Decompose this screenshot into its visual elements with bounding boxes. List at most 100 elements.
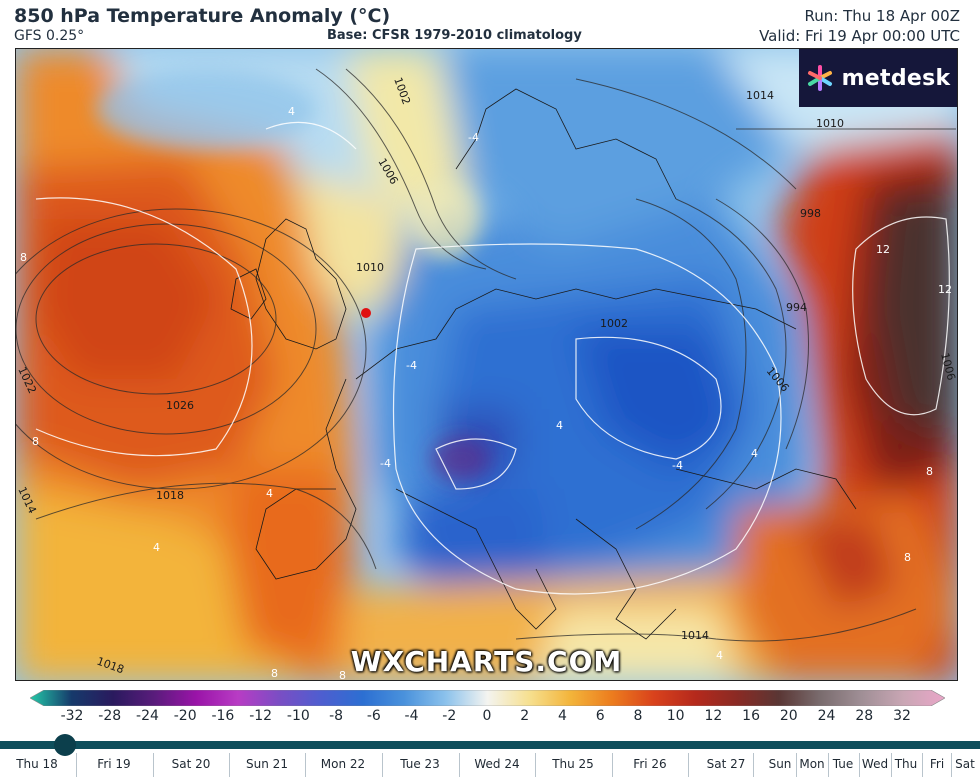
color-scale-tick-label: 12 [704,708,723,724]
isobar-label: 1010 [356,261,384,274]
timeline-divider [152,753,154,777]
color-scale-tick-label: -2 [442,708,457,724]
timeline-day-label[interactable]: Sat 20 [171,757,211,771]
anomaly-label: 8 [926,465,933,478]
anomaly-label: -4 [380,457,391,470]
color-scale-tick-label: 20 [779,708,798,724]
chart-title: 850 hPa Temperature Anomaly (°C) [14,5,391,27]
anomaly-map[interactable]: 1002 1006 1010 1014 998 994 1006 1022 10… [15,48,958,681]
anomaly-label-group: 8 4 -4 -4 4 12 12 8 8 4 -4 -4 4 4 8 8 8 … [20,105,952,681]
color-scale-tick-label: 2 [520,708,530,724]
timeline-divider [859,753,860,777]
color-scale-tick-label: -10 [286,708,310,724]
timeline-divider [827,753,829,777]
brand-badge: metdesk [799,49,957,107]
timeline-divider [75,753,77,777]
timeline-divider [305,753,306,777]
timeline-divider [753,753,754,777]
timeline-divider [688,753,689,777]
anomaly-label: 4 [751,447,758,460]
color-scale-tick-label: 4 [557,708,567,724]
color-scale-tick-label: 28 [855,708,874,724]
isobar-lines [16,68,956,642]
color-scale-tick-label: -32 [60,708,84,724]
model-label: GFS 0.25° [14,28,85,44]
timeline-day-label[interactable]: Thu [894,757,918,771]
anomaly-label: 4 [266,487,273,500]
timeline-divider [535,753,536,777]
metdesk-logo-icon [807,65,832,91]
color-scale-tick-label: 0 [482,708,492,724]
timeline-divider [381,753,383,777]
timeline-day-label[interactable]: Mon 22 [320,757,366,771]
isobar-label: 1002 [600,317,628,330]
anomaly-label: 4 [153,541,160,554]
timeline-day-label[interactable]: Fri 19 [97,757,131,771]
map-canvas: 1002 1006 1010 1014 998 994 1006 1022 10… [16,49,957,681]
anomaly-label: 4 [716,649,723,662]
color-scale-tick-label: -20 [173,708,197,724]
color-scale-tick-label: 8 [633,708,643,724]
color-scale-bar [30,690,945,706]
anomaly-label: -4 [468,131,479,144]
timeline-day-label[interactable]: Mon [799,757,825,771]
timeline-day-label[interactable]: Sat [955,757,975,771]
anomaly-label: 8 [339,669,346,681]
timeline-divider [229,753,230,777]
isobar-label: 998 [800,207,821,220]
timeline-divider [458,753,460,777]
timeline-day-label[interactable]: Fri [929,757,945,771]
anomaly-label: 4 [556,419,563,432]
color-scale-gradient [30,690,945,706]
anomaly-contours [35,121,950,595]
color-scale-tick-label: -6 [366,708,381,724]
isobar-label: 1018 [156,489,184,502]
timeline-day-label[interactable]: Sat 27 [706,757,746,771]
color-scale-tick-label: 24 [817,708,836,724]
timeline-day-label[interactable]: Tue [832,757,854,771]
timeline-day-label[interactable]: Thu 18 [16,757,58,771]
timeline-divider [611,753,613,777]
forecast-timeline-track[interactable] [0,741,980,749]
isobar-label: 1010 [816,117,844,130]
isobar-label: 1026 [166,399,194,412]
timeline-day-label[interactable]: Fri 26 [633,757,667,771]
color-scale-tick-label: -28 [98,708,122,724]
timeline-slider-handle[interactable] [53,734,76,756]
anomaly-label: -4 [672,459,683,472]
timeline-day-label[interactable]: Thu 25 [552,757,594,771]
timeline-day-label[interactable]: Wed [861,757,889,771]
color-scale-tick-label: 32 [893,708,911,724]
anomaly-label: 8 [20,251,27,264]
timeline-day-label[interactable]: Sun [768,757,792,771]
timeline-divider [890,753,892,777]
brand-name: metdesk [841,65,951,91]
isobar-label: 1014 [746,89,774,102]
anomaly-label: 4 [288,105,295,118]
isobar-label: 1014 [681,629,709,642]
valid-time-label: Valid: Fri 19 Apr 00:00 UTC [759,27,960,45]
color-scale-ticks: -32 -28 -24 -20 -16 -12 -10 -8 -6 -4 -2 0 2 4 6 8 10 12 16… [0,708,980,728]
color-scale-tick-label: 10 [666,708,685,724]
color-scale-tick-label: -12 [249,708,273,724]
timeline-day-label[interactable]: Wed 24 [474,757,520,771]
anomaly-label: 12 [876,243,890,256]
isobar-label: 994 [786,301,807,314]
location-marker-icon[interactable] [361,308,371,318]
timeline-day-label[interactable]: Sun 21 [246,757,288,771]
color-scale-tick-label: 6 [595,708,605,724]
color-scale-tick-label: -16 [211,708,235,724]
run-time-label: Run: Thu 18 Apr 00Z [804,7,960,25]
timeline-divider [796,753,797,777]
color-scale-tick-label: -4 [404,708,419,724]
color-scale-tick-label: -8 [329,708,344,724]
climatology-base-label: Base: CFSR 1979-2010 climatology [327,28,582,43]
forecast-timeline-labels: Thu 18 Fri 19 Sat 20 Sun 21 Mon 22 Tue 23 Wed … [0,757,980,777]
timeline-divider [921,753,923,777]
color-scale-tick-label: -24 [136,708,159,724]
anomaly-label: -4 [406,359,417,372]
anomaly-label: 8 [271,667,278,680]
timeline-day-label[interactable]: Tue 23 [400,757,440,771]
timeline-divider [951,753,952,777]
anomaly-label: 12 [938,283,952,296]
